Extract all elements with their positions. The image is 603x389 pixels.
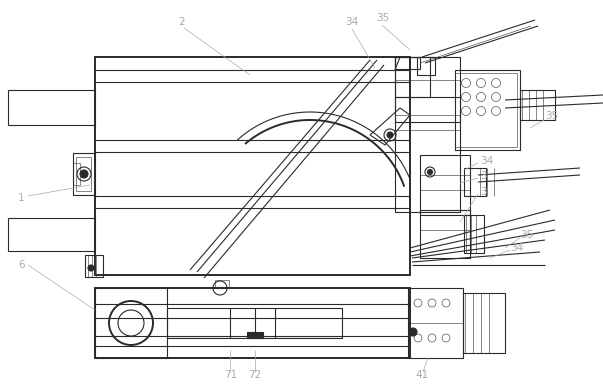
Bar [8, 218, 95, 251]
Bar [76, 157, 91, 191]
Text: 35: 35 [545, 111, 558, 121]
Text: 41: 41 [415, 370, 428, 380]
Bar [85, 255, 103, 277]
Bar [395, 57, 430, 97]
Text: 71: 71 [224, 370, 237, 380]
Text: 35: 35 [520, 230, 533, 240]
Bar [464, 168, 486, 196]
Text: 1: 1 [18, 193, 25, 203]
Bar [464, 215, 484, 253]
Circle shape [88, 265, 94, 271]
Circle shape [409, 328, 417, 336]
Text: 34: 34 [510, 243, 523, 253]
Text: 35: 35 [376, 13, 390, 23]
Bar [73, 153, 95, 195]
Text: 72: 72 [248, 370, 261, 380]
Bar [420, 210, 470, 258]
Circle shape [80, 170, 88, 178]
Bar [463, 293, 505, 353]
Bar [408, 288, 463, 358]
Bar [95, 57, 410, 275]
Bar [520, 90, 555, 120]
Bar [215, 280, 229, 288]
Bar [95, 288, 410, 358]
Bar [73, 163, 80, 185]
Bar [395, 97, 460, 122]
Bar [455, 73, 517, 147]
Circle shape [428, 170, 432, 175]
Bar [417, 57, 435, 75]
Bar [420, 155, 470, 215]
Text: 34: 34 [480, 156, 493, 166]
Bar [167, 308, 342, 338]
Circle shape [387, 132, 393, 138]
Text: 3: 3 [480, 171, 487, 181]
Text: 3: 3 [480, 187, 487, 197]
Bar [8, 90, 95, 125]
Bar [395, 57, 460, 212]
Text: 34: 34 [345, 17, 358, 27]
Bar [455, 70, 520, 150]
Bar [95, 288, 167, 358]
Text: 6: 6 [18, 260, 25, 270]
Bar [247, 332, 263, 338]
Bar [395, 57, 420, 69]
Text: 2: 2 [178, 17, 185, 27]
